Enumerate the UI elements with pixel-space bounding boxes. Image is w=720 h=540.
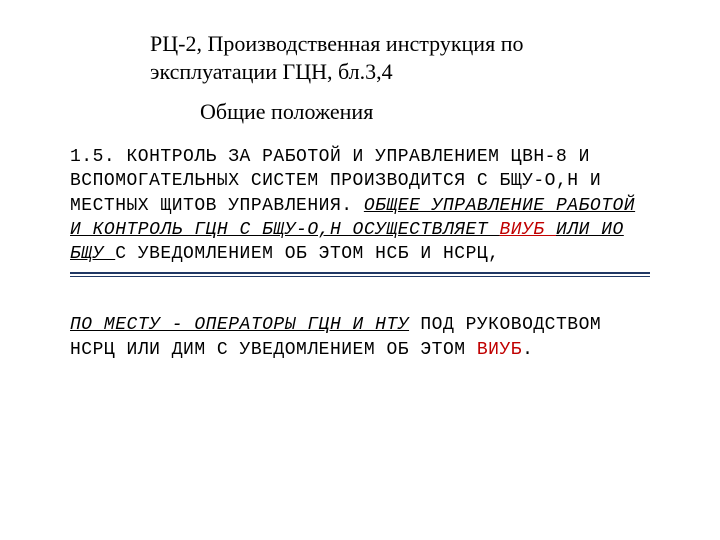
document-title: РЦ-2, Производственная инструкция по экс… [150, 30, 530, 85]
document-subtitle: Общие положения [200, 99, 650, 125]
document-page: РЦ-2, Производственная инструкция по экс… [0, 0, 720, 540]
p2-text-2: . [522, 340, 533, 360]
document-body: 1.5. КОНТРОЛЬ ЗА РАБОТОЙ И УПРАВЛЕНИЕМ Ц… [70, 145, 650, 362]
horizontal-divider [70, 272, 650, 277]
p2-underline-1: ПО МЕСТУ - ОПЕРАТОРЫ ГЦН И НТУ [70, 315, 409, 335]
p1-text-2: С УВЕДОМЛЕНИЕМ ОБ ЭТОМ НСБ И НСРЦ, [115, 244, 499, 264]
p1-viub: ВИУБ [499, 220, 556, 240]
paragraph-2: ПО МЕСТУ - ОПЕРАТОРЫ ГЦН И НТУ ПОД РУКОВ… [70, 313, 650, 362]
p2-viub: ВИУБ [477, 340, 522, 360]
paragraph-1: 1.5. КОНТРОЛЬ ЗА РАБОТОЙ И УПРАВЛЕНИЕМ Ц… [70, 145, 650, 266]
